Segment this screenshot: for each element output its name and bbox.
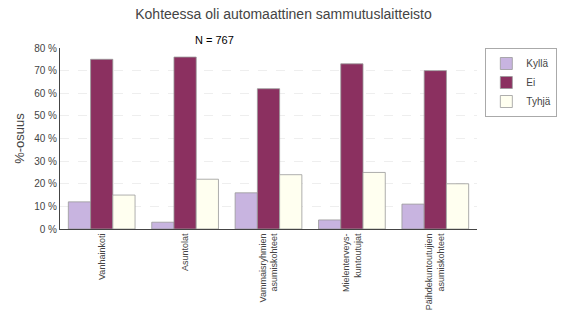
svg-text:40 %: 40 %: [34, 133, 57, 144]
svg-text:70 %: 70 %: [34, 65, 57, 76]
svg-text:50 %: 50 %: [34, 110, 57, 121]
svg-text:Tyhjä: Tyhjä: [526, 96, 550, 107]
svg-text:Asuntolat: Asuntolat: [180, 233, 190, 271]
svg-text:%-osuus: %-osuus: [12, 113, 27, 164]
svg-text:N = 767: N = 767: [195, 34, 234, 46]
svg-text:Kohteessa oli automaattinen sa: Kohteessa oli automaattinen sammutuslait…: [135, 6, 432, 22]
svg-text:Vanhainkoti: Vanhainkoti: [97, 234, 107, 280]
svg-text:60 %: 60 %: [34, 88, 57, 99]
svg-text:20 %: 20 %: [34, 178, 57, 189]
svg-text:Mielenterveys-kuntoutujat: Mielenterveys-kuntoutujat: [341, 233, 363, 292]
svg-text:Kyllä: Kyllä: [526, 58, 548, 69]
svg-text:10 %: 10 %: [34, 201, 57, 212]
svg-text:30 %: 30 %: [34, 156, 57, 167]
svg-text:0 %: 0 %: [40, 224, 57, 235]
svg-text:80 %: 80 %: [34, 43, 57, 54]
svg-text:Ei: Ei: [526, 77, 535, 88]
svg-text:Vammaisryhmienasumiskohteet: Vammaisryhmienasumiskohteet: [258, 233, 280, 302]
svg-text:Päihdekuntoutujienasumiskohtee: Päihdekuntoutujienasumiskohteet: [424, 233, 446, 310]
